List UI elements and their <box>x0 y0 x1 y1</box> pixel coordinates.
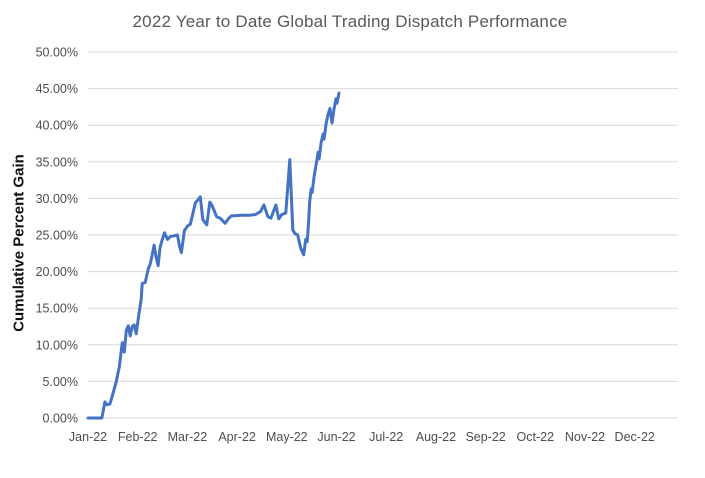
chart-title: 2022 Year to Date Global Trading Dispatc… <box>132 12 568 31</box>
y-tick-label: 50.00% <box>36 46 78 60</box>
y-tick-label: 45.00% <box>36 82 78 96</box>
y-tick-label: 35.00% <box>36 155 78 169</box>
y-tick-label: 0.00% <box>43 412 78 426</box>
y-tick-label: 10.00% <box>36 338 78 352</box>
x-tick-label: May-22 <box>266 430 308 444</box>
x-tick-label: Jun-22 <box>317 430 355 444</box>
x-tick-label: Dec-22 <box>615 430 655 444</box>
x-tick-label: Oct-22 <box>517 430 555 444</box>
y-tick-label: 15.00% <box>36 302 78 316</box>
x-tick-label: Sep-22 <box>465 430 505 444</box>
x-tick-label: Jul-22 <box>369 430 403 444</box>
y-tick-label: 20.00% <box>36 265 78 279</box>
x-tick-label: Jan-22 <box>69 430 107 444</box>
x-tick-label: Mar-22 <box>168 430 208 444</box>
data-line-cumulative-gain <box>86 91 341 420</box>
y-tick-label: 25.00% <box>36 229 78 243</box>
x-tick-label: Apr-22 <box>218 430 256 444</box>
y-tick-label: 30.00% <box>36 192 78 206</box>
y-tick-label: 40.00% <box>36 119 78 133</box>
x-tick-label: Feb-22 <box>118 430 158 444</box>
x-tick-label: Aug-22 <box>416 430 456 444</box>
x-tick-label: Nov-22 <box>565 430 605 444</box>
y-tick-label: 5.00% <box>43 375 78 389</box>
